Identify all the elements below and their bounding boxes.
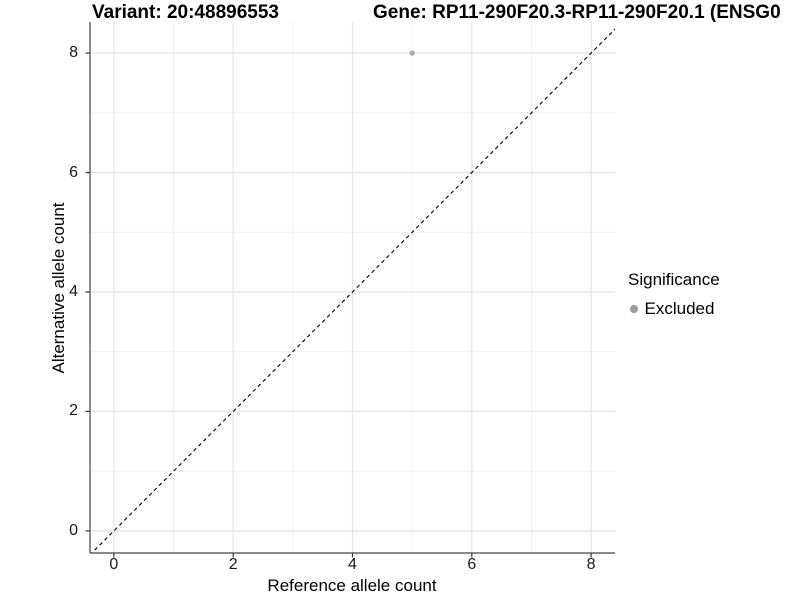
identity-line	[91, 28, 615, 553]
major-gridlines	[90, 22, 615, 553]
data-points	[409, 50, 415, 56]
legend-item-excluded: Excluded	[628, 299, 720, 319]
legend: Significance Excluded	[628, 270, 720, 319]
x-tick-label: 8	[586, 556, 596, 573]
y-tick-label: 6	[69, 163, 78, 181]
plot-title-variant: Variant: 20:48896553	[92, 2, 279, 23]
x-tick-label: 2	[228, 556, 238, 573]
x-axis-title: Reference allele count	[267, 576, 437, 595]
x-tick-label: 0	[109, 556, 119, 573]
x-tick-label: 6	[467, 556, 477, 573]
plot-title-gene: Gene: RP11-290F20.3-RP11-290F20.1 (ENSG0	[373, 2, 781, 23]
y-tick-label: 8	[69, 44, 78, 62]
y-tick-label: 0	[69, 521, 78, 539]
axis-tick-marks	[85, 52, 592, 558]
legend-title: Significance	[628, 270, 720, 289]
y-axis-title: Alternative allele count	[49, 202, 68, 374]
data-point-excluded	[409, 50, 415, 56]
legend-items: Excluded	[628, 299, 720, 319]
y-tick-label: 2	[69, 402, 78, 420]
y-tick-label: 4	[69, 282, 78, 300]
legend-item-label: Excluded	[644, 299, 715, 318]
legend-point-marker-icon	[630, 305, 638, 313]
x-tick-label: 4	[348, 556, 357, 573]
identity-dashed-line	[91, 28, 615, 553]
